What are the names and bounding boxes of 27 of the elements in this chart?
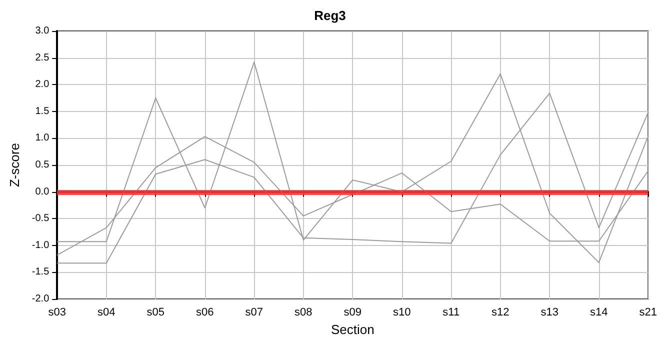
x-tick-label: s14 [590,306,608,318]
y-tick-label: 2.0 [35,79,50,90]
x-tick-label: s13 [540,306,559,318]
x-tick-label: s09 [344,306,362,318]
x-tick-label: s04 [98,306,116,318]
y-tick-label: 2.5 [35,52,50,64]
y-tick-label: 3.0 [35,26,50,36]
y-tick-label: 0.5 [35,160,50,170]
y-tick-label: -2.0 [32,294,50,304]
x-tick-label: s07 [245,306,264,318]
y-tick-label: -1.5 [32,266,50,278]
y-tick-label: 0.0 [35,186,50,198]
y-axis-title: Z-score [7,142,22,188]
x-tick-label: s06 [196,306,214,318]
x-tick-label: s05 [146,306,165,318]
chart-title: Reg3 [314,8,346,23]
x-tick-label: s12 [492,306,510,318]
x-tick-label: s21 [639,306,658,318]
y-tick-label: 1.5 [35,106,50,117]
y-tick-label: 1.0 [35,132,50,144]
x-tick-label: s11 [442,306,460,318]
x-tick-label: s08 [294,306,312,318]
x-tick-label: s03 [48,306,66,318]
x-axis-title: Section [330,322,374,337]
y-tick-label: -0.5 [32,213,50,224]
y-tick-label: -1.0 [32,240,50,251]
x-tick-label: s10 [393,306,411,318]
